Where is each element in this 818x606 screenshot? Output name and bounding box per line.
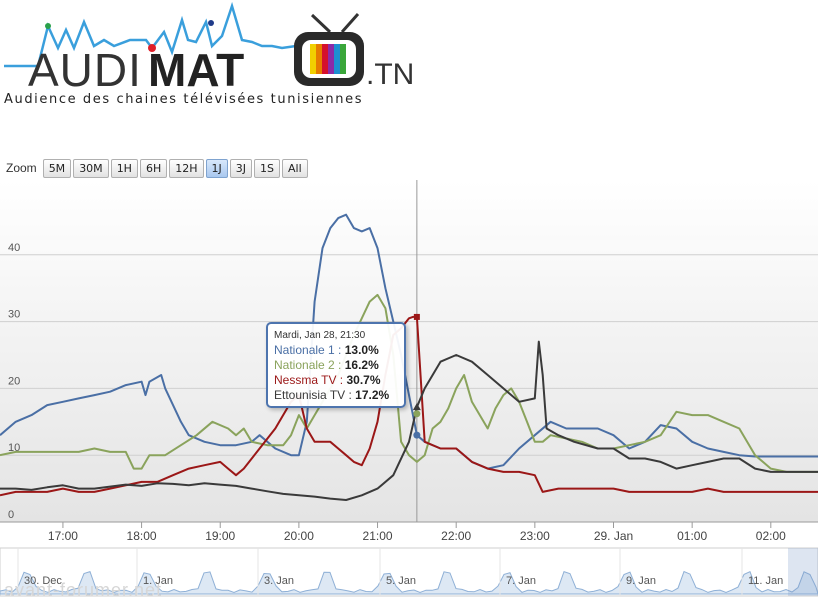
tooltip-series-value: 17.2% — [355, 388, 390, 402]
series-line-ettounisia-tv[interactable] — [0, 340, 818, 501]
zoom-button-5m[interactable]: 5M — [42, 158, 72, 178]
zoom-button-3j[interactable]: 3J — [229, 158, 253, 178]
zoom-label: Zoom — [6, 161, 37, 175]
navigator-selection[interactable] — [788, 548, 818, 596]
zoom-bar: Zoom 5M 30M 1H 6H 12H 1J 3J 1S All — [6, 158, 310, 178]
zoom-button-12h[interactable]: 12H — [169, 158, 204, 178]
tooltip-row: Ettounisia TV : 17.2% — [274, 388, 390, 402]
tooltip-series-value: 16.2% — [344, 358, 379, 372]
tooltip-series-name: Nationale 2 — [274, 358, 335, 372]
series-line-nationale-1[interactable] — [0, 213, 818, 470]
tooltip-series-name: Nationale 1 — [274, 343, 335, 357]
tooltip-series-name: Nessma TV — [274, 373, 337, 387]
zoom-button-1s[interactable]: 1S — [254, 158, 281, 178]
hover-marker — [413, 410, 421, 418]
navigator-label: 9. Jan — [626, 575, 656, 587]
navigator-labels: 30. Dec 1. Jan 3. Jan 5. Jan 7. Jan 9. Jan 11.… — [17, 548, 783, 596]
plot-background — [0, 180, 818, 522]
x-tick-label: 02:00 — [756, 529, 786, 543]
navigator-label: 11. Jan — [748, 575, 783, 587]
zoom-button-all[interactable]: All — [282, 158, 308, 178]
hover-marker — [413, 431, 421, 439]
tooltip-row: Nationale 1 : 13.0% — [274, 343, 379, 357]
tooltip-row: Nessma TV : 30.7% — [274, 373, 381, 387]
hover-marker — [413, 313, 420, 320]
x-tick-label: 21:00 — [363, 529, 393, 543]
watermark-text: avant-forumer.net — [4, 580, 163, 600]
logo-wave — [4, 1, 297, 68]
x-tick-label: 19:00 — [205, 529, 235, 543]
logo-brand-bold: MAT — [148, 44, 244, 96]
y-tick-label: 0 — [8, 509, 14, 521]
zoom-buttons: 5M 30M 1H 6H 12H 1J 3J 1S All — [42, 158, 310, 178]
navigator-label: 3. Jan — [264, 575, 294, 587]
zoom-button-30m[interactable]: 30M — [73, 158, 109, 178]
x-tick-label: 01:00 — [677, 529, 707, 543]
logo-tagline: Audience des chaines télévisées tunisien… — [4, 92, 363, 107]
zoom-button-6h[interactable]: 6H — [139, 158, 168, 178]
navigator-label: 30. Dec — [24, 575, 62, 587]
tooltip-series-name: Ettounisia TV — [274, 388, 346, 402]
zoom-button-1j[interactable]: 1J — [205, 158, 228, 178]
audimat-logo: AUDI MAT .TN Audience des chaines télévi… — [4, 1, 414, 107]
x-tick-label: 22:00 — [441, 529, 471, 543]
hover-markers — [412, 313, 421, 439]
y-tick-label: 30 — [8, 309, 20, 321]
y-tick-label: 40 — [8, 242, 20, 254]
tooltip-title: Mardi, Jan 28, 21:30 — [274, 330, 366, 341]
x-tick-label: 17:00 — [48, 529, 78, 543]
x-tick-label: 20:00 — [284, 529, 314, 543]
logo-brand-light: AUDI — [28, 44, 142, 96]
navigator-label: 1. Jan — [143, 575, 173, 587]
logo-suffix: .TN — [366, 58, 414, 91]
x-tick-label: 18:00 — [127, 529, 157, 543]
navigator-label: 5. Jan — [386, 575, 416, 587]
series-line-nationale-2[interactable] — [0, 293, 818, 473]
x-tick-label: 29. Jan — [594, 529, 633, 543]
tv-icon — [294, 13, 364, 86]
navigator-series — [0, 570, 818, 595]
zoom-button-1h[interactable]: 1H — [110, 158, 138, 178]
x-axis-ticks: 17:00 18:00 19:00 20:00 21:00 22:00 23:00 29. J… — [48, 522, 786, 543]
tooltip-row: Nationale 2 : 16.2% — [274, 358, 379, 372]
x-tick-label: 23:00 — [520, 529, 550, 543]
navigator-label: 7. Jan — [506, 575, 536, 587]
tooltip-series-value: 13.0% — [344, 343, 379, 357]
y-tick-label: 20 — [8, 375, 20, 387]
tooltip-rows: Nationale 1 : 13.0% Nationale 2 : 16.2% Ne… — [274, 343, 398, 403]
hover-marker — [412, 403, 421, 411]
tooltip: Mardi, Jan 28, 21:30 Nationale 1 : 13.0%… — [266, 322, 406, 408]
tooltip-series-value: 30.7% — [346, 373, 381, 387]
